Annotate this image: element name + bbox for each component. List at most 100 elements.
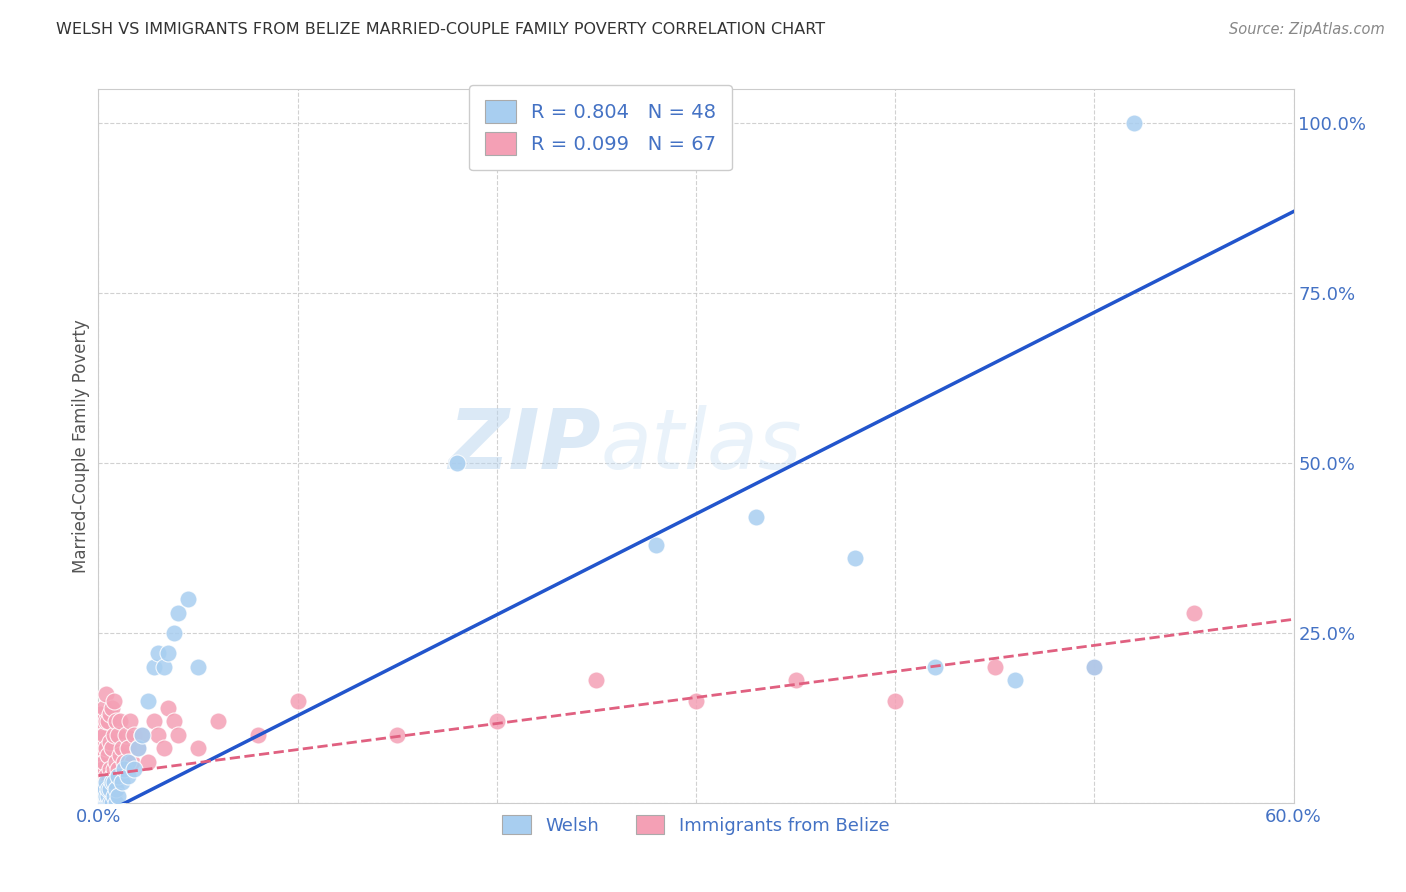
Point — [127, 741, 149, 756]
Point — [107, 789, 129, 803]
Point — [117, 769, 139, 783]
Point — [101, 796, 124, 810]
Point — [103, 775, 125, 789]
Point — [103, 694, 125, 708]
Point — [136, 694, 159, 708]
Point — [91, 796, 114, 810]
Point — [93, 782, 115, 797]
Point — [97, 775, 120, 789]
Point — [157, 700, 180, 714]
Point — [163, 714, 186, 729]
Point — [1083, 660, 1105, 674]
Point — [187, 741, 209, 756]
Point — [1083, 660, 1105, 674]
Point — [131, 728, 153, 742]
Point — [785, 673, 807, 688]
Point — [96, 796, 118, 810]
Point — [153, 741, 176, 756]
Point — [101, 769, 124, 783]
Point — [446, 456, 468, 470]
Point — [93, 728, 115, 742]
Point — [153, 660, 176, 674]
Point — [97, 782, 120, 797]
Point — [97, 789, 120, 803]
Point — [89, 728, 111, 742]
Point — [246, 728, 269, 742]
Point — [103, 762, 125, 776]
Point — [96, 687, 118, 701]
Point — [385, 728, 409, 742]
Point — [98, 762, 122, 776]
Point — [105, 755, 128, 769]
Point — [93, 789, 115, 803]
Point — [143, 660, 166, 674]
Point — [120, 714, 142, 729]
Point — [112, 755, 135, 769]
Point — [1182, 606, 1205, 620]
Point — [485, 714, 508, 729]
Point — [884, 694, 907, 708]
Point — [1004, 673, 1026, 688]
Point — [91, 796, 114, 810]
Point — [98, 707, 122, 722]
Point — [98, 782, 122, 797]
Legend: Welsh, Immigrants from Belize: Welsh, Immigrants from Belize — [494, 806, 898, 844]
Point — [585, 673, 607, 688]
Point — [91, 741, 114, 756]
Text: WELSH VS IMMIGRANTS FROM BELIZE MARRIED-COUPLE FAMILY POVERTY CORRELATION CHART: WELSH VS IMMIGRANTS FROM BELIZE MARRIED-… — [56, 22, 825, 37]
Point — [101, 775, 124, 789]
Point — [148, 728, 170, 742]
Point — [91, 714, 114, 729]
Point — [924, 660, 946, 674]
Point — [111, 741, 134, 756]
Point — [143, 714, 166, 729]
Point — [112, 762, 135, 776]
Point — [287, 694, 309, 708]
Point — [91, 782, 114, 797]
Point — [124, 728, 146, 742]
Point — [157, 646, 180, 660]
Point — [96, 775, 118, 789]
Point — [645, 537, 668, 551]
Point — [844, 551, 866, 566]
Point — [103, 728, 125, 742]
Point — [745, 510, 768, 524]
Point — [148, 646, 170, 660]
Point — [87, 796, 110, 810]
Point — [107, 769, 129, 783]
Point — [96, 714, 118, 729]
Point — [96, 741, 118, 756]
Point — [207, 714, 229, 729]
Point — [685, 694, 707, 708]
Point — [110, 748, 132, 763]
Point — [105, 796, 128, 810]
Text: Source: ZipAtlas.com: Source: ZipAtlas.com — [1229, 22, 1385, 37]
Point — [101, 700, 124, 714]
Point — [87, 775, 110, 789]
Point — [97, 796, 120, 810]
Point — [96, 769, 118, 783]
Point — [136, 755, 159, 769]
Y-axis label: Married-Couple Family Poverty: Married-Couple Family Poverty — [72, 319, 90, 573]
Point — [89, 741, 111, 756]
Point — [89, 789, 111, 803]
Point — [89, 707, 111, 722]
Point — [121, 755, 143, 769]
Point — [117, 741, 139, 756]
Point — [131, 728, 153, 742]
Point — [167, 606, 190, 620]
Point — [105, 714, 128, 729]
Point — [93, 755, 115, 769]
Point — [115, 728, 138, 742]
Point — [103, 789, 125, 803]
Point — [91, 796, 114, 810]
Point — [89, 796, 111, 810]
Point — [101, 741, 124, 756]
Point — [87, 755, 110, 769]
Point — [89, 769, 111, 783]
Point — [163, 626, 186, 640]
Point — [97, 748, 120, 763]
Point — [93, 782, 115, 797]
Point — [111, 775, 134, 789]
Point — [105, 782, 128, 797]
